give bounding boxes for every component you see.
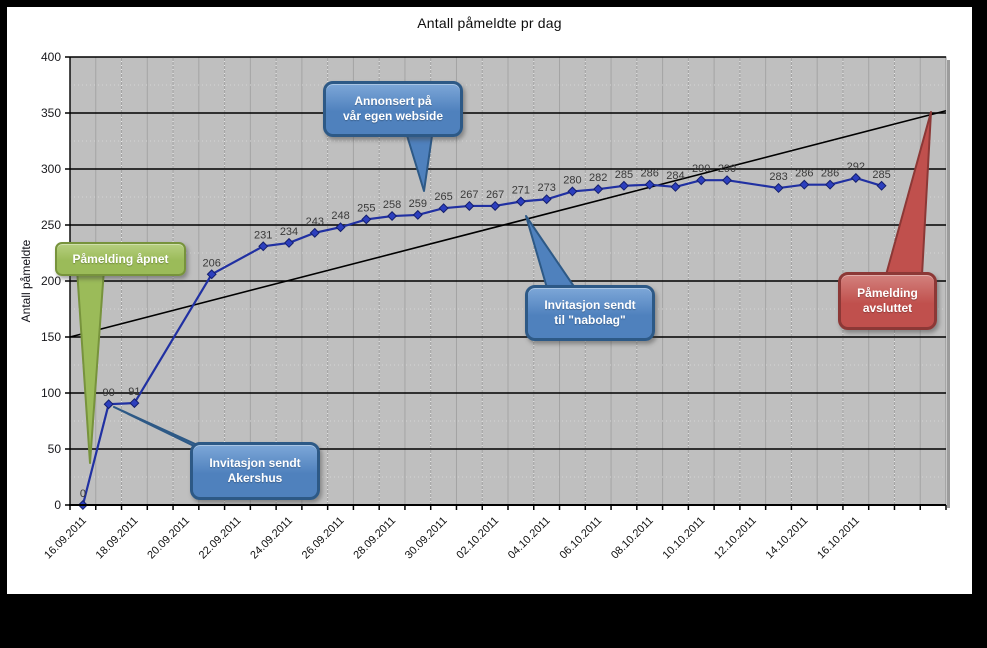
x-axis-label: 16.10.2011 bbox=[815, 515, 862, 562]
x-axis-label: 26.09.2011 bbox=[300, 515, 347, 562]
data-label: 265 bbox=[434, 191, 452, 203]
x-axis-label: 16.09.2011 bbox=[42, 515, 89, 562]
data-point-marker bbox=[644, 179, 655, 190]
data-label: 290 bbox=[692, 163, 710, 175]
x-axis-label: 30.09.2011 bbox=[403, 515, 450, 562]
x-axis-label: 24.09.2011 bbox=[248, 515, 295, 562]
data-label: 285 bbox=[615, 169, 633, 181]
series-line bbox=[81, 176, 882, 506]
data-point-marker bbox=[438, 203, 449, 214]
plot-shadow-right bbox=[947, 60, 950, 508]
callout-pamelding-avsluttet: Påmelding avsluttet bbox=[838, 272, 937, 330]
data-label: 90 bbox=[103, 387, 115, 399]
data-point-marker bbox=[103, 399, 114, 410]
data-label: 292 bbox=[847, 161, 865, 173]
y-axis-label: 0 bbox=[54, 498, 61, 512]
y-axis-label: 200 bbox=[41, 274, 61, 288]
chart-title: Antall påmeldte pr dag bbox=[417, 15, 562, 31]
x-axis-label: 22.09.2011 bbox=[197, 515, 244, 562]
x-axis-label: 20.09.2011 bbox=[145, 515, 192, 562]
data-point-marker bbox=[850, 172, 861, 183]
callout-invitasjon-nabolag: Invitasjon sendt til "nabolag" bbox=[525, 285, 655, 341]
data-label: 259 bbox=[409, 198, 427, 210]
y-axis-label: 350 bbox=[41, 106, 61, 120]
data-label: 91 bbox=[128, 386, 140, 398]
x-axis-label: 06.10.2011 bbox=[557, 515, 604, 562]
data-label: 286 bbox=[795, 168, 813, 180]
callout-text: til "nabolag" bbox=[554, 313, 626, 327]
data-label: 271 bbox=[512, 184, 530, 196]
x-axis-label: 02.10.2011 bbox=[454, 515, 501, 562]
trend-line bbox=[69, 109, 947, 338]
callout-text: Annonsert på bbox=[354, 94, 432, 108]
data-point-marker bbox=[541, 194, 552, 205]
x-axis-label: 12.10.2011 bbox=[712, 515, 759, 562]
data-label: 273 bbox=[537, 182, 555, 194]
data-point-marker bbox=[593, 184, 604, 195]
data-point-marker bbox=[258, 241, 269, 252]
data-point-marker bbox=[412, 209, 423, 220]
callout-annonsert-webside: Annonsert på vår egen webside bbox=[323, 81, 463, 137]
data-label: 267 bbox=[486, 189, 504, 201]
data-label: 267 bbox=[460, 189, 478, 201]
data-label: 284 bbox=[666, 170, 684, 182]
data-label: 255 bbox=[357, 202, 375, 214]
callout-text: Invitasjon sendt bbox=[209, 456, 301, 470]
data-label: 0 bbox=[80, 488, 86, 500]
data-point-marker bbox=[335, 222, 346, 233]
data-point-marker bbox=[876, 180, 887, 191]
callout-text: Akershus bbox=[227, 471, 283, 485]
data-label: 286 bbox=[641, 168, 659, 180]
data-point-marker bbox=[825, 179, 836, 190]
callout-pamelding-apnet: Påmelding åpnet bbox=[55, 242, 186, 276]
x-axis-label: 10.10.2011 bbox=[661, 515, 708, 562]
callout-invitasjon-akershus: Invitasjon sendt Akershus bbox=[190, 442, 320, 500]
callout-text: vår egen webside bbox=[342, 109, 444, 123]
data-point-marker bbox=[206, 269, 217, 280]
data-point-marker bbox=[490, 200, 501, 211]
data-point-marker bbox=[618, 180, 629, 191]
data-point-marker bbox=[283, 237, 295, 248]
data-point-marker bbox=[696, 175, 707, 186]
data-label: 290 bbox=[718, 163, 736, 175]
y-axis-label: 150 bbox=[41, 330, 61, 344]
x-axis-label: 28.09.2011 bbox=[351, 515, 398, 562]
callout-text: Påmelding bbox=[857, 286, 918, 300]
data-label: 282 bbox=[589, 172, 607, 184]
y-axis-label: 300 bbox=[41, 162, 61, 176]
data-point-marker bbox=[773, 183, 784, 194]
data-label: 248 bbox=[331, 210, 349, 222]
data-point-marker bbox=[721, 175, 733, 186]
data-label: 286 bbox=[821, 168, 839, 180]
data-point-marker bbox=[387, 211, 398, 222]
data-label: 243 bbox=[306, 216, 324, 228]
y-axis-label: 250 bbox=[41, 218, 61, 232]
data-label: 206 bbox=[203, 257, 221, 269]
x-axis-label: 18.09.2011 bbox=[94, 515, 141, 562]
callout-text: avsluttet bbox=[862, 301, 913, 315]
data-point-marker bbox=[515, 196, 526, 207]
callout-text: Invitasjon sendt bbox=[544, 298, 636, 312]
data-point-marker bbox=[670, 181, 681, 192]
y-axis-label: 50 bbox=[48, 442, 62, 456]
data-point-marker bbox=[567, 186, 578, 197]
data-point-marker bbox=[464, 200, 475, 211]
y-axis-label: 400 bbox=[41, 50, 61, 64]
y-axis-label: 100 bbox=[41, 386, 61, 400]
x-axis-label: 04.10.2011 bbox=[506, 515, 553, 562]
data-label: 231 bbox=[254, 229, 272, 241]
data-label: 280 bbox=[563, 174, 581, 186]
callout-text: Påmelding åpnet bbox=[72, 251, 169, 266]
data-label: 258 bbox=[383, 199, 401, 211]
data-label: 283 bbox=[769, 171, 787, 183]
data-point-marker bbox=[309, 227, 320, 238]
data-point-marker bbox=[799, 179, 810, 190]
x-axis-label: 14.10.2011 bbox=[764, 515, 811, 562]
data-point-marker bbox=[361, 214, 372, 225]
data-label: 234 bbox=[280, 226, 298, 238]
data-label: 285 bbox=[872, 169, 890, 181]
x-axis-label: 08.10.2011 bbox=[609, 515, 656, 562]
